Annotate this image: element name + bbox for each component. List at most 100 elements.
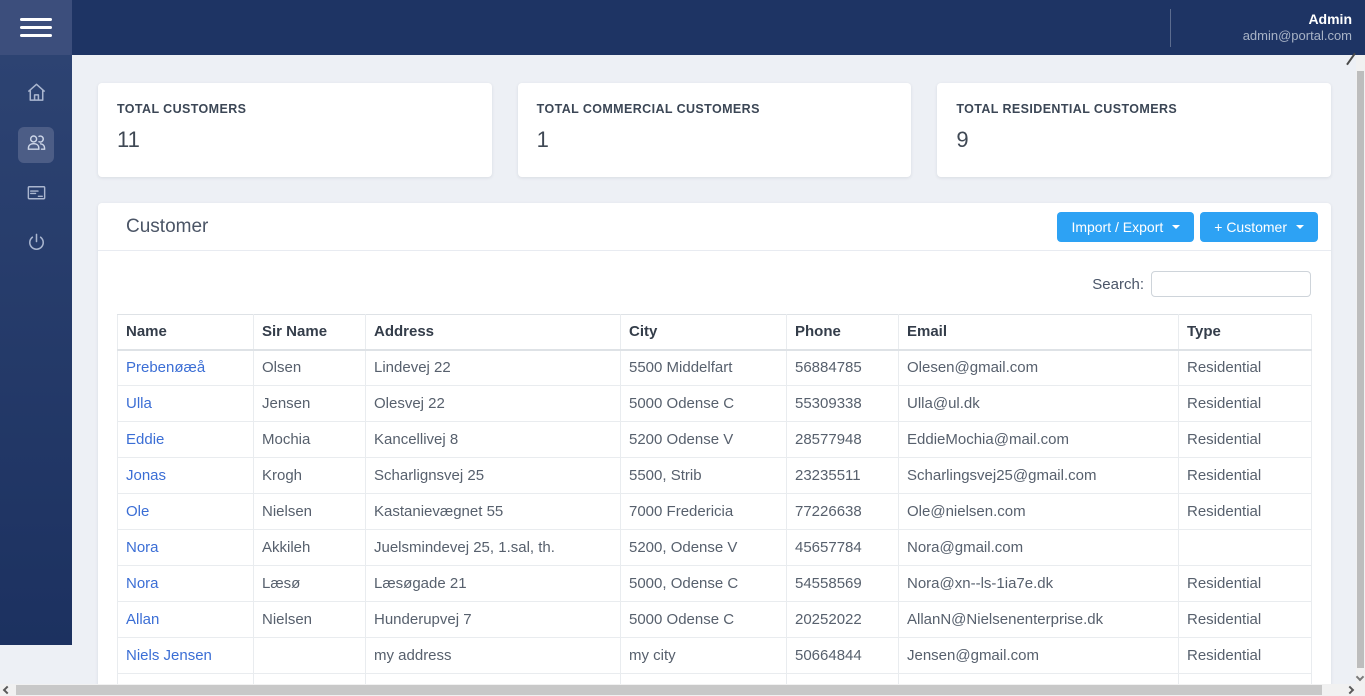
- table-row: Nora Læsø Læsøgade 21 5000, Odense C 5455856…: [117, 565, 1312, 602]
- cell: Residential: [1178, 421, 1312, 458]
- search-input[interactable]: [1151, 271, 1311, 297]
- customer-table: Name Sir Name Address City Phone Email Type Pr…: [117, 314, 1312, 684]
- horizontal-scrollbar-thumb[interactable]: [16, 685, 1322, 695]
- stat-value: 1: [536, 127, 549, 152]
- cell: [253, 673, 366, 684]
- scroll-down-icon[interactable]: [1355, 672, 1365, 682]
- scroll-right-icon[interactable]: [1345, 685, 1355, 695]
- customer-name-link[interactable]: Niels Jensen: [126, 647, 212, 664]
- column-header[interactable]: Phone: [786, 314, 899, 351]
- cell-name: Ole: [117, 493, 254, 530]
- cell: 5200 Odense V: [620, 421, 787, 458]
- cell-name: Nora: [117, 565, 254, 602]
- column-header[interactable]: Type: [1178, 314, 1312, 351]
- chevron-down-icon: [1296, 224, 1304, 229]
- cell: 54558569: [786, 565, 899, 602]
- cell: Nora@gmail.com: [898, 529, 1179, 566]
- cell: Scharlingsvej25@gmail.com: [898, 457, 1179, 494]
- cell-name: Jonas: [117, 457, 254, 494]
- cell: Olsen: [253, 349, 366, 386]
- table-row: [117, 673, 1312, 684]
- customer-table-header-row: Name Sir Name Address City Phone Email Type: [117, 314, 1312, 351]
- cell-name: Eddie: [117, 421, 254, 458]
- cell: AllanN@Nielsenenterprise.dk: [898, 601, 1179, 638]
- cell: EddieMochia@mail.com: [898, 421, 1179, 458]
- customer-panel: Customer Import / Export + Customer Sear…: [98, 203, 1331, 684]
- table-row: Eddie Mochia Kancellivej 8 5200 Odense V 285…: [117, 421, 1312, 458]
- sidebar-item-billing[interactable]: [18, 177, 54, 213]
- cell: [1178, 529, 1312, 566]
- cell: Mochia: [253, 421, 366, 458]
- cell: [1178, 673, 1312, 684]
- table-row: Niels Jensen my address my city 50664844 Jen…: [117, 637, 1312, 674]
- column-header[interactable]: Email: [898, 314, 1179, 351]
- cell: Læsøgade 21: [365, 565, 621, 602]
- sidebar-item-home[interactable]: [18, 77, 54, 113]
- customer-table-body: Prebenøæå Olsen Lindevej 22 5500 Middelfart…: [117, 349, 1312, 684]
- cell: my address: [365, 637, 621, 674]
- cell: Nora@xn--ls-1ia7e.dk: [898, 565, 1179, 602]
- cell-name: Allan: [117, 601, 254, 638]
- topbar: Admin admin@portal.com: [0, 0, 1365, 55]
- column-header[interactable]: Name: [117, 314, 254, 351]
- table-row: Prebenøæå Olsen Lindevej 22 5500 Middelfart…: [117, 349, 1312, 386]
- cell: 5000, Odense C: [620, 565, 787, 602]
- cell: Lindevej 22: [365, 349, 621, 386]
- stat-card-residential-customers: TOTAL RESIDENTIAL CUSTOMERS 9: [937, 83, 1332, 177]
- menu-toggle-button[interactable]: [0, 0, 72, 55]
- customer-name-link[interactable]: Allan: [126, 611, 160, 628]
- cell: Residential: [1178, 565, 1312, 602]
- cell-name: Niels Jensen: [117, 637, 254, 674]
- column-header[interactable]: Address: [365, 314, 621, 351]
- users-icon: [25, 131, 48, 159]
- cell: 56884785: [786, 349, 899, 386]
- cell: 28577948: [786, 421, 899, 458]
- stat-card-total-customers: TOTAL CUSTOMERS 11: [98, 83, 492, 177]
- column-header[interactable]: Sir Name: [253, 314, 366, 351]
- cell: 5500, Strib: [620, 457, 787, 494]
- scroll-left-icon[interactable]: [2, 685, 12, 695]
- cell: Nielsen: [253, 493, 366, 530]
- cell: 5200, Odense V: [620, 529, 787, 566]
- column-header[interactable]: City: [620, 314, 787, 351]
- user-info: Admin admin@portal.com: [1243, 11, 1365, 45]
- customer-name-link[interactable]: Ulla: [126, 395, 152, 412]
- cell: 20252022: [786, 601, 899, 638]
- cell: Akkileh: [253, 529, 366, 566]
- customer-panel-body: Search: Name Sir Name Address City Phone Emai…: [98, 251, 1331, 684]
- sidebar-item-customers[interactable]: [18, 127, 54, 163]
- customer-name-link[interactable]: Nora: [126, 575, 159, 592]
- customer-name-link[interactable]: Prebenøæå: [126, 359, 206, 377]
- customer-name-link[interactable]: Eddie: [126, 431, 165, 448]
- topbar-divider: [1169, 8, 1171, 47]
- cell: [620, 673, 787, 684]
- topbar-user-section[interactable]: Admin admin@portal.com: [1169, 0, 1365, 55]
- customer-name-link[interactable]: Ole: [126, 503, 150, 520]
- sidebar-item-logout[interactable]: [18, 227, 54, 263]
- cell: Olesen@gmail.com: [898, 349, 1179, 386]
- cell: Olesvej 22: [365, 385, 621, 422]
- customer-name-link[interactable]: Jonas: [126, 467, 167, 484]
- horizontal-scrollbar[interactable]: [0, 684, 1365, 696]
- table-row: Nora Akkileh Juelsmindevej 25, 1.sal, th. 5…: [117, 529, 1312, 566]
- vertical-scrollbar-thumb[interactable]: [1357, 71, 1364, 668]
- add-customer-button[interactable]: + Customer: [1200, 211, 1318, 242]
- cell: Scharlignsvej 25: [365, 457, 621, 494]
- import-export-button[interactable]: Import / Export: [1057, 211, 1195, 242]
- cell: Nielsen: [253, 601, 366, 638]
- add-customer-label: + Customer: [1214, 218, 1287, 235]
- cell: [786, 673, 899, 684]
- cell: 5500 Middelfart: [620, 349, 787, 386]
- home-icon: [25, 81, 48, 109]
- cell: Kastanievægnet 55: [365, 493, 621, 530]
- customer-name-link[interactable]: Nora: [126, 539, 159, 556]
- cell: Residential: [1178, 385, 1312, 422]
- vertical-scrollbar[interactable]: [1355, 55, 1365, 684]
- cell: Residential: [1178, 493, 1312, 530]
- cell: 5000 Odense C: [620, 385, 787, 422]
- stat-card-commercial-customers: TOTAL COMMERCIAL CUSTOMERS 1: [517, 83, 912, 177]
- main-content: TOTAL CUSTOMERS 11 TOTAL COMMERCIAL CUST…: [72, 55, 1357, 684]
- search-label: Search:: [1092, 275, 1144, 293]
- stat-value: 9: [956, 127, 969, 152]
- cell: Residential: [1178, 637, 1312, 674]
